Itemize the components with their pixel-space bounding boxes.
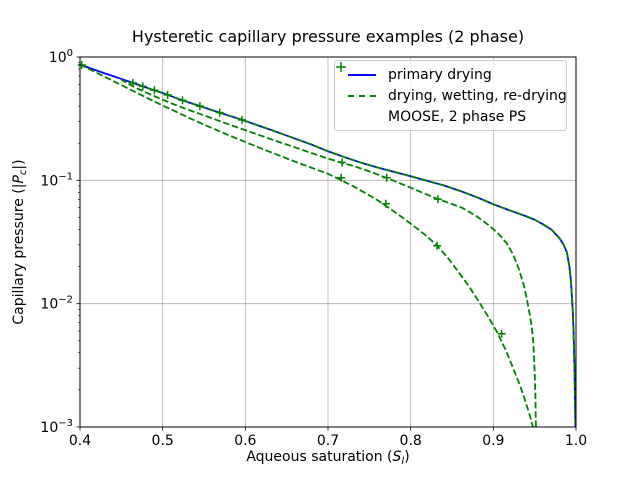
moose-data-marker <box>433 195 442 204</box>
moose-data-marker <box>138 82 147 91</box>
moose-data-marker <box>238 115 246 124</box>
moose-data-marker <box>338 158 347 167</box>
x-tick-label: 0.5 <box>152 433 174 449</box>
y-tick-label: 10−1 <box>40 171 73 189</box>
x-tick-label: 0.7 <box>317 433 339 449</box>
chart-title: Hysteretic capillary pressure examples (… <box>131 27 525 46</box>
moose-data-marker <box>150 86 159 95</box>
x-tick-label: 0.4 <box>69 433 91 449</box>
legend: primary drying drying, wetting, re-dryin… <box>334 60 567 131</box>
solid-line-icon <box>348 73 376 76</box>
y-tick-label: 100 <box>49 48 73 66</box>
x-tick-label: 0.8 <box>400 433 422 449</box>
wetting-curve <box>79 63 534 428</box>
legend-item-primary-drying: primary drying <box>335 64 566 85</box>
moose-data-marker <box>178 96 187 105</box>
legend-label: MOOSE, 2 phase PS <box>388 108 527 125</box>
moose-data-marker <box>215 108 224 117</box>
moose-data-marker <box>195 102 204 111</box>
moose-data-marker <box>433 241 442 250</box>
legend-label: drying, wetting, re-drying <box>388 87 567 104</box>
drying-retrace-curve <box>129 80 577 428</box>
legend-item-moose-2-phase-ps: MOOSE, 2 phase PS <box>335 62 566 127</box>
moose-data-marker <box>77 61 86 69</box>
y-tick-label: 10−2 <box>40 295 73 313</box>
x-tick-label: 0.9 <box>482 433 504 449</box>
x-tick-label: 0.6 <box>234 433 256 449</box>
dashed-line-icon <box>348 94 376 97</box>
moose-data-marker <box>497 329 506 338</box>
x-tick-label: 1.0 <box>565 433 587 449</box>
moose-data-marker <box>382 173 391 182</box>
moose-data-marker <box>163 90 172 99</box>
legend-label: primary drying <box>388 66 492 83</box>
moose-data-marker <box>128 78 137 87</box>
moose-data-marker <box>381 199 390 208</box>
x-axis-label: Aqueous saturation (Sl) <box>246 449 410 467</box>
re-drying-curve <box>120 78 537 428</box>
y-tick-label: 10−3 <box>40 418 73 436</box>
moose-data-marker <box>337 173 346 182</box>
legend-item-drying-wetting-redrying: drying, wetting, re-drying <box>335 85 567 106</box>
